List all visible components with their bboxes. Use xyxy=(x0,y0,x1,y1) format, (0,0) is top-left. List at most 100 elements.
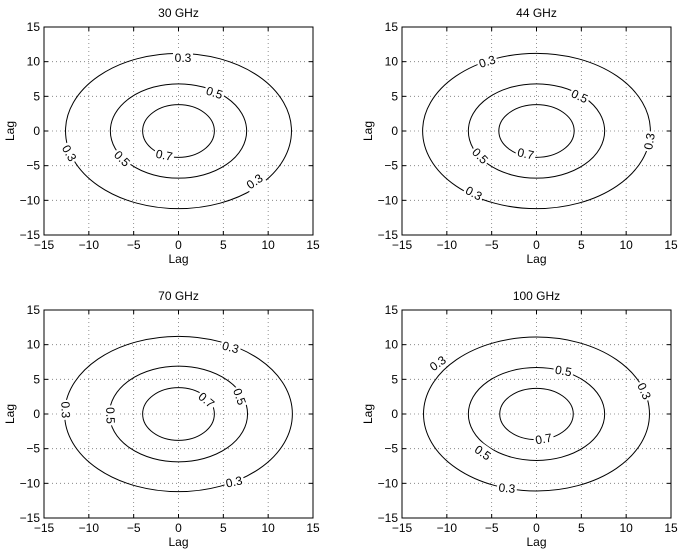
y-tick-label: 15 xyxy=(27,303,41,317)
y-axis-label: Lag xyxy=(361,121,375,141)
y-tick-label: 15 xyxy=(27,20,41,34)
chart-title: 44 GHz xyxy=(516,6,557,20)
x-tick-label: 0 xyxy=(175,521,182,535)
panel-30ghz: 0.30.50.3 0.5 0.70.3−15 −10 −5 0 5 10 15151050−5… xyxy=(3,6,320,266)
grid xyxy=(44,27,313,235)
x-tick-label: 5 xyxy=(578,521,585,535)
contour-label: 0.3 xyxy=(641,132,658,151)
contour-line-0-7 xyxy=(142,387,215,441)
x-tick-label: −15 xyxy=(34,238,55,252)
x-tick-label: −5 xyxy=(485,521,499,535)
y-tick-label: −10 xyxy=(378,476,399,490)
grid xyxy=(402,27,671,235)
x-tick-label: −5 xyxy=(127,238,141,252)
y-tick-label: 0 xyxy=(33,407,40,421)
y-tick-label: −10 xyxy=(20,476,41,490)
contour-line-0-3 xyxy=(423,336,650,492)
contour-label: 0.3 xyxy=(477,52,498,71)
y-tick-label: −15 xyxy=(20,511,41,525)
y-tick-label: 5 xyxy=(391,372,398,386)
x-tick-label: −15 xyxy=(392,521,413,535)
contour-label: 0.5 xyxy=(204,84,225,103)
contour-label: 0.5 xyxy=(554,363,573,380)
panel-70ghz: 0.30.50.70.3 0.50.3−15 −10 −5 0 5 10 15151050−5… xyxy=(3,289,320,549)
contour-line-0-3 xyxy=(422,52,651,210)
contour-label: 0.3 xyxy=(58,401,73,418)
y-tick-label: 0 xyxy=(33,124,40,138)
x-tick-label: 15 xyxy=(306,238,320,252)
y-tick-label: 10 xyxy=(27,338,41,352)
contour-line-0-7 xyxy=(498,104,575,158)
chart-title: 70 GHz xyxy=(158,289,199,303)
contour-label: 0.3 xyxy=(498,480,516,495)
x-tick-label: −10 xyxy=(79,521,100,535)
y-axis-label: Lag xyxy=(3,121,17,141)
panel-44ghz: 0.30.50.30.5 0.70.3−15 −10 −5 0 5 10 15151050−5… xyxy=(361,6,678,266)
y-tick-label: −15 xyxy=(378,228,399,242)
x-tick-label: −10 xyxy=(79,238,100,252)
y-tick-label: 15 xyxy=(385,303,399,317)
chart-title: 100 GHz xyxy=(513,289,560,303)
x-axis-label: Lag xyxy=(168,252,188,266)
y-tick-label: −15 xyxy=(20,228,41,242)
x-tick-label: 5 xyxy=(220,238,227,252)
y-tick-label: 0 xyxy=(391,407,398,421)
y-tick-label: 0 xyxy=(391,124,398,138)
x-tick-label: 10 xyxy=(619,238,633,252)
contour-label: 0.3 xyxy=(175,51,192,65)
y-tick-label: 10 xyxy=(27,55,41,69)
contour-label: 0.3 xyxy=(224,473,244,490)
contour-label: 0.7 xyxy=(534,431,553,448)
x-axis-label: Lag xyxy=(526,252,546,266)
x-tick-label: −10 xyxy=(437,238,458,252)
contour-line-0-7 xyxy=(142,104,215,158)
contour-label: 0.3 xyxy=(634,381,654,402)
grid xyxy=(402,310,671,518)
y-tick-label: 5 xyxy=(391,89,398,103)
x-tick-label: −15 xyxy=(34,521,55,535)
x-tick-label: 0 xyxy=(533,521,540,535)
y-tick-label: −5 xyxy=(26,159,40,173)
x-tick-label: −5 xyxy=(127,521,141,535)
contour-label: 0.5 xyxy=(569,86,590,106)
y-axis-label: Lag xyxy=(3,404,17,424)
x-axis-label: Lag xyxy=(168,535,188,549)
y-tick-label: 10 xyxy=(385,338,399,352)
contour-label: 0.7 xyxy=(155,147,175,164)
y-tick-label: 5 xyxy=(33,372,40,386)
y-axis-label: Lag xyxy=(361,404,375,424)
y-tick-label: 5 xyxy=(33,89,40,103)
contour-line-0-5 xyxy=(109,83,248,179)
x-tick-label: 15 xyxy=(306,521,320,535)
y-tick-label: −10 xyxy=(20,193,41,207)
y-tick-label: −5 xyxy=(384,159,398,173)
x-axis-label: Lag xyxy=(526,535,546,549)
y-tick-label: 15 xyxy=(385,20,399,34)
chart-title: 30 GHz xyxy=(158,6,199,20)
y-tick-label: −15 xyxy=(378,511,399,525)
x-tick-label: 5 xyxy=(220,521,227,535)
contour-line-0-5 xyxy=(467,83,606,179)
contour-label: 0.5 xyxy=(230,386,249,407)
x-tick-label: 0 xyxy=(175,238,182,252)
x-tick-label: −10 xyxy=(437,521,458,535)
y-tick-label: −5 xyxy=(384,442,398,456)
x-tick-label: −15 xyxy=(392,238,413,252)
x-tick-label: 0 xyxy=(533,238,540,252)
y-tick-label: −5 xyxy=(26,442,40,456)
x-tick-label: −5 xyxy=(485,238,499,252)
contour-label: 0.7 xyxy=(516,145,536,162)
y-tick-label: 10 xyxy=(385,55,399,69)
x-tick-label: 5 xyxy=(578,238,585,252)
contour-line-0-5 xyxy=(467,367,606,461)
contour-label: 0.3 xyxy=(221,339,241,357)
contour-label: 0.5 xyxy=(103,407,118,424)
grid xyxy=(44,310,313,518)
x-tick-label: 10 xyxy=(261,238,275,252)
x-tick-label: 10 xyxy=(619,521,633,535)
panel-100ghz: 0.3 0.50.30.70.50.3−15 −10 −5 0 5 10 15151050−5… xyxy=(361,289,678,549)
x-tick-label: 15 xyxy=(664,238,678,252)
y-tick-label: −10 xyxy=(378,193,399,207)
x-tick-label: 10 xyxy=(261,521,275,535)
